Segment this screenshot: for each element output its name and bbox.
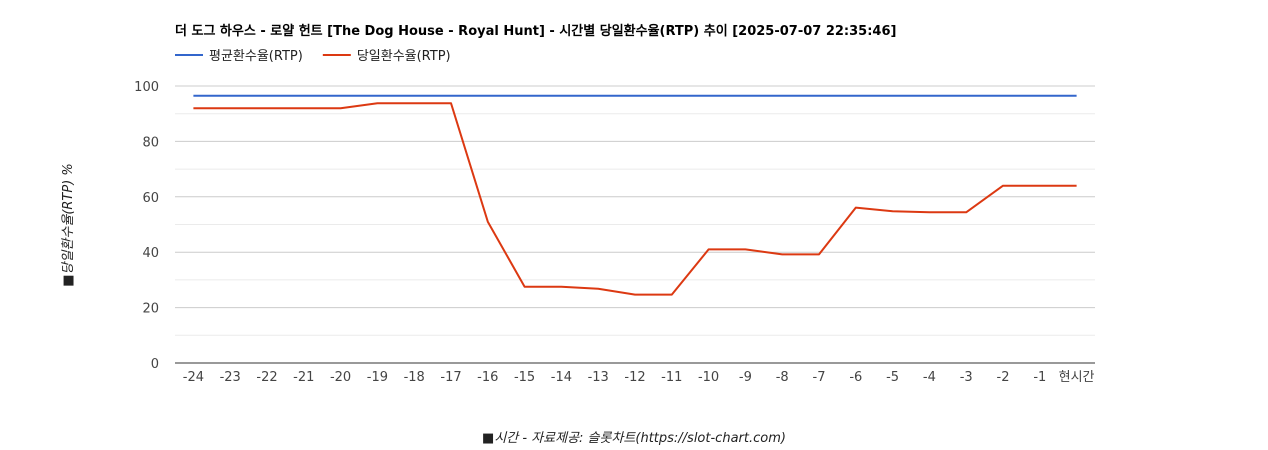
y-tick-label: 20 (142, 302, 159, 317)
x-tick-label: -12 (624, 370, 645, 385)
x-tick-label: -3 (960, 370, 973, 385)
x-tick-label: -21 (293, 370, 314, 385)
y-tick-label: 80 (142, 135, 159, 150)
x-tick-label: -24 (183, 370, 204, 385)
x-axis-ticks: -24 -23 -22 -21 -20 -19 -18 -17 -16 -15 -14 -13 -12 -… (183, 370, 1095, 385)
y-tick-label: 0 (151, 357, 159, 372)
x-tick-label: -19 (367, 370, 388, 385)
series-line-1 (193, 102, 1077, 296)
x-tick-label: -8 (776, 370, 789, 385)
legend-item: 평균환수율(RTP) (175, 49, 303, 64)
grid-lines (175, 85, 1095, 364)
x-tick-label: -15 (514, 370, 535, 385)
legend-label: 평균환수율(RTP) (209, 49, 303, 64)
y-tick-label: 60 (142, 191, 159, 206)
legend-label: 당일환수율(RTP) (357, 49, 451, 64)
x-tick-label: -14 (551, 370, 572, 385)
y-axis-ticks: 0 20 40 60 80 100 (134, 80, 159, 372)
series-layer (193, 94, 1077, 296)
legend: 평균환수율(RTP) 당일환수율(RTP) (175, 49, 451, 64)
x-tick-label: -17 (440, 370, 461, 385)
chart-title: 더 도그 하우스 - 로얄 헌트 [The Dog House - Royal … (175, 23, 896, 39)
x-tick-label: -5 (886, 370, 899, 385)
x-tick-label: -11 (661, 370, 682, 385)
x-tick-label: -23 (220, 370, 241, 385)
y-tick-label: 100 (134, 80, 159, 95)
x-tick-label: -6 (849, 370, 862, 385)
x-tick-label: -7 (813, 370, 826, 385)
x-tick-label: -9 (739, 370, 752, 385)
x-tick-label: -16 (477, 370, 498, 385)
x-tick-label: -22 (256, 370, 277, 385)
x-tick-label: -20 (330, 370, 351, 385)
x-tick-label: -1 (1033, 370, 1046, 385)
x-tick-label: -10 (698, 370, 719, 385)
x-tick-label: -2 (997, 370, 1010, 385)
x-tick-label: -4 (923, 370, 936, 385)
legend-item: 당일환수율(RTP) (322, 49, 451, 64)
x-tick-label: -13 (588, 370, 609, 385)
x-tick-label: -18 (404, 370, 425, 385)
y-axis-title: ■당일환수율(RTP) % (61, 163, 76, 287)
y-tick-label: 40 (142, 246, 159, 261)
x-axis-title: ■시간 - 자료제공: 슬롯차트(https://slot-chart.com) (482, 431, 786, 446)
x-tick-label: 현시간 (1059, 370, 1095, 385)
